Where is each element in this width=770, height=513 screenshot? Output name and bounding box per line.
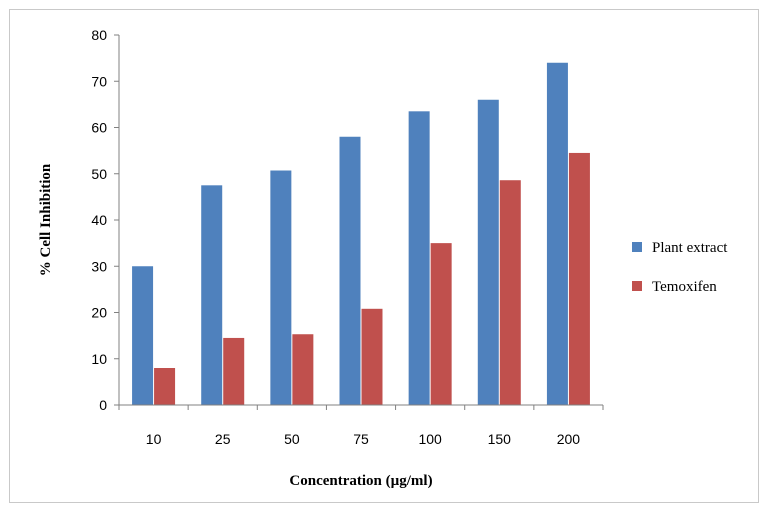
y-tick-label: 10 — [91, 351, 107, 367]
x-tick-label: 25 — [215, 431, 231, 447]
bar-temoxifen-100 — [430, 243, 452, 405]
bar-temoxifen-50 — [292, 334, 314, 405]
y-tick-label: 20 — [91, 305, 107, 321]
y-tick-label: 60 — [91, 120, 107, 136]
legend-swatch-temoxifen — [632, 281, 642, 291]
axes-group — [118, 35, 603, 406]
x-axis-title: Concentration (µg/ml) — [289, 473, 432, 489]
bar-temoxifen-25 — [223, 337, 245, 405]
legend-label-temoxifen: Temoxifen — [652, 279, 717, 295]
bar-plant-extract-10 — [132, 266, 154, 405]
x-tick-label: 75 — [353, 431, 369, 447]
legend: Plant extract Temoxifen — [632, 240, 728, 295]
y-tick-label: 0 — [99, 397, 107, 413]
x-tick-label: 10 — [146, 431, 162, 447]
legend-label-plant-extract: Plant extract — [652, 240, 728, 256]
bar-plant-extract-100 — [408, 111, 430, 405]
y-tick-label: 80 — [91, 27, 107, 43]
x-ticks-group: 10 25 50 75 100 150 200 — [118, 405, 604, 447]
y-tick-label: 40 — [91, 212, 107, 228]
y-axis-title: % Cell Inhibition — [38, 163, 54, 276]
y-tick-label: 50 — [91, 166, 107, 182]
y-tick-label: 30 — [91, 258, 107, 274]
bar-temoxifen-200 — [568, 152, 590, 405]
y-ticks-group: 0 10 20 30 40 50 60 70 80 — [91, 27, 119, 413]
legend-swatch-plant-extract — [632, 242, 642, 252]
x-tick-label: 50 — [284, 431, 300, 447]
bar-temoxifen-150 — [499, 180, 521, 405]
bar-plant-extract-75 — [339, 136, 361, 405]
bar-plant-extract-50 — [270, 170, 292, 405]
bars-group — [132, 62, 590, 405]
bar-plant-extract-200 — [546, 62, 568, 405]
x-tick-label: 150 — [488, 431, 512, 447]
y-tick-label: 70 — [91, 73, 107, 89]
bar-temoxifen-75 — [361, 308, 383, 405]
x-tick-label: 100 — [418, 431, 442, 447]
bar-plant-extract-150 — [477, 99, 499, 405]
x-tick-label: 200 — [557, 431, 581, 447]
bar-plant-extract-25 — [201, 185, 223, 405]
bar-temoxifen-10 — [154, 368, 176, 405]
chart-frame — [9, 9, 759, 503]
